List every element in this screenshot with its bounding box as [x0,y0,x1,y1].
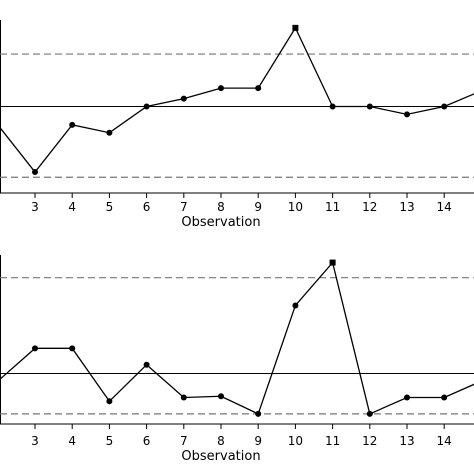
data-point [143,361,150,368]
x-tick-label: 4 [68,434,76,448]
x-tick-label: 13 [399,434,414,448]
data-point [0,122,1,127]
data-point [32,345,38,352]
data-point [404,111,410,118]
data-point [292,302,299,309]
data-point [404,394,410,401]
data-point-out-of-control [292,24,299,31]
x-tick-label: 3 [31,200,39,214]
x-tick-label: 4 [68,200,76,214]
x-tick-label: 5 [106,200,114,214]
data-point [106,398,113,405]
x-tick-label: 5 [106,434,114,448]
data-point-out-of-control [329,259,336,266]
x-tick-label: 14 [437,200,452,214]
x-tick-label: 10 [288,200,303,214]
x-tick-label: 7 [180,434,188,448]
data-point [255,410,262,417]
x-tick-label: 13 [399,200,414,214]
series-line [0,26,474,174]
x-tick-label: 10 [288,434,303,448]
data-point [180,95,187,102]
x-tick-label: 3 [31,434,39,448]
x-tick-label: 11 [325,200,340,214]
data-point [106,129,113,136]
x-axis-label: Observation [181,215,260,230]
data-point [218,85,224,92]
x-tick-label: 8 [217,434,225,448]
x-tick-label: 6 [143,434,151,448]
x-tick-label: 11 [325,434,340,448]
x-tick-label: 9 [254,200,262,214]
lower-control-chart: 3 4 5 6 7 8 9 10 11 12 13 14 Observation [0,255,474,464]
data-point [180,394,187,401]
data-point [143,103,150,110]
data-point [441,103,448,110]
series-line [0,261,474,415]
data-point [69,121,76,128]
x-tick-label: 12 [362,434,377,448]
x-tick-label: 14 [437,434,452,448]
x-tick-label: 8 [217,200,225,214]
data-point [441,394,448,401]
data-point [69,345,76,352]
data-point [255,85,262,92]
data-point [366,410,373,417]
data-point [32,169,38,176]
data-point [218,393,224,400]
x-tick-label: 12 [362,200,377,214]
data-point [329,103,336,110]
data-point [366,103,373,110]
x-tick-label: 6 [143,200,151,214]
x-tick-label: 9 [254,434,262,448]
data-point [0,379,1,384]
x-axis-label: Observation [181,449,260,464]
upper-control-chart: 3 4 5 6 7 8 9 10 11 12 13 14 Observation [0,20,474,230]
x-tick-label: 7 [180,200,188,214]
